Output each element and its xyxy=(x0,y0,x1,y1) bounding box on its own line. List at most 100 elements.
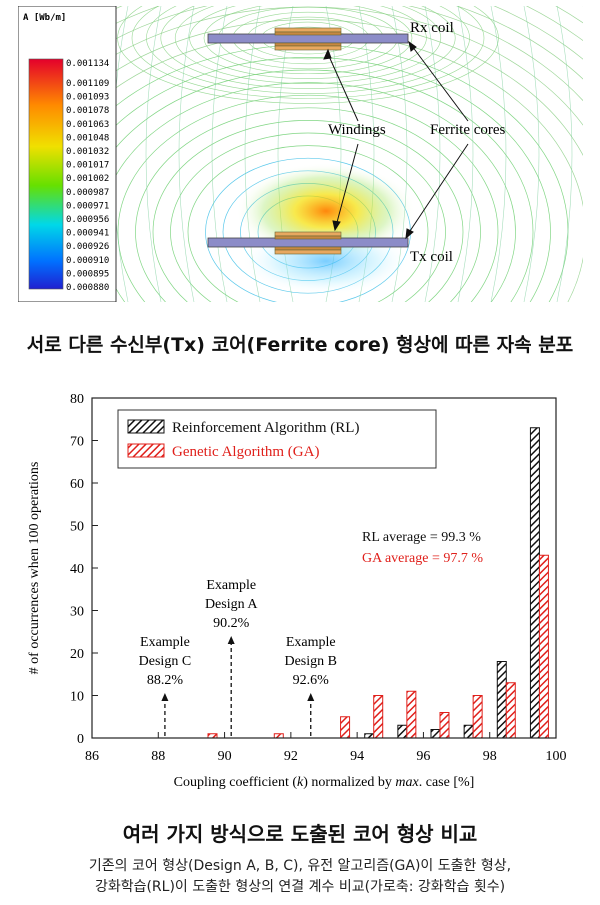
legend-value: 0.001002 xyxy=(66,174,109,184)
colorbar-legend: A [Wb/m] 0.001134 0.001109 0.001093 0.00107… xyxy=(18,6,117,302)
description-line-1: 기존의 코어 형상(Design A, B, C), 유전 알고리즘(GA)이 … xyxy=(88,858,512,874)
legend-value: 0.000987 xyxy=(66,188,109,198)
annotation-text: Example xyxy=(140,635,190,650)
bar-rl xyxy=(496,661,507,739)
bar-rl xyxy=(463,724,474,739)
y-tick-label: 20 xyxy=(70,647,84,662)
annotation-text: Design B xyxy=(284,654,337,669)
rx-ferrite-core xyxy=(207,33,409,44)
legend-label-ga: Genetic Algorithm (GA) xyxy=(172,444,319,460)
colorbar xyxy=(28,58,64,290)
tx-coil-label: Tx coil xyxy=(410,249,453,265)
annotation-text: Example xyxy=(206,578,256,593)
annotation-arrowhead xyxy=(307,693,315,701)
flux-line xyxy=(18,19,583,302)
rx-winding xyxy=(274,27,342,33)
bar-ga xyxy=(538,554,549,739)
y-tick-label: 40 xyxy=(70,562,84,577)
legend-value: 0.001134 xyxy=(66,59,109,69)
annotation-text: Example xyxy=(286,635,336,650)
figure2-description: 기존의 코어 형상(Design A, B, C), 유전 알고리즘(GA)이 … xyxy=(0,856,600,898)
annotation-text: Design A xyxy=(205,597,258,612)
x-axis-label: Coupling coefficient (k) normalized by m… xyxy=(174,775,475,790)
flux-line xyxy=(135,107,481,302)
flux-line xyxy=(187,145,429,302)
flux-line xyxy=(174,6,442,84)
tx-winding xyxy=(274,249,342,255)
legend-value: 0.000971 xyxy=(66,201,109,211)
flux-line xyxy=(131,6,485,99)
legend-value: 0.001032 xyxy=(66,147,109,157)
bar-ga xyxy=(439,712,450,739)
legend-label-rl: Reinforcement Algorithm (RL) xyxy=(172,420,359,436)
y-tick-label: 30 xyxy=(70,605,84,620)
annotation-text: 88.2% xyxy=(147,673,184,688)
x-tick-label: 86 xyxy=(85,749,99,764)
flux-line xyxy=(189,6,427,79)
rx-coil-label: Rx coil xyxy=(410,20,454,36)
y-tick-label: 0 xyxy=(77,732,84,747)
bar-ga xyxy=(472,695,483,739)
flux-line xyxy=(203,6,413,75)
tx-winding xyxy=(274,246,342,251)
flux-line xyxy=(145,6,162,302)
tx-winding xyxy=(274,235,342,240)
legend-value: 0.000956 xyxy=(66,215,109,225)
tx-ferrite-core xyxy=(207,237,409,248)
legend-value: 0.001063 xyxy=(66,120,109,130)
x-tick-label: 98 xyxy=(483,749,497,764)
flux-line xyxy=(146,6,470,94)
legend-value: 0.000941 xyxy=(66,229,109,239)
bar-ga xyxy=(273,733,284,739)
bar-ga xyxy=(373,695,384,739)
label-arrows xyxy=(323,40,469,240)
windings-label: Windings xyxy=(328,122,386,138)
figure2-caption: 여러 가지 방식으로 도출된 코어 형상 비교 xyxy=(122,822,478,846)
bar-ga xyxy=(340,716,351,739)
chart-legend: Reinforcement Algorithm (RL) Genetic Algo… xyxy=(117,409,437,469)
x-tick-label: 96 xyxy=(416,749,430,764)
ferrite-cores-label: Ferrite cores xyxy=(430,122,506,138)
annotation-arrowhead xyxy=(227,636,235,644)
rl-average: RL average = 99.3 % xyxy=(362,530,481,545)
y-axis-label: # of occurrences when 100 operations xyxy=(27,462,42,675)
legend-value: 0.001109 xyxy=(66,79,109,89)
flux-line xyxy=(152,120,464,302)
x-tick-label: 90 xyxy=(218,749,232,764)
legend-title: A [Wb/m] xyxy=(23,13,66,23)
flux-line xyxy=(178,6,195,302)
rx-winding xyxy=(274,45,342,51)
flux-line xyxy=(556,6,573,302)
y-tick-label: 70 xyxy=(70,435,84,450)
y-tick-label: 60 xyxy=(70,477,84,492)
flux-line xyxy=(211,6,228,302)
flux-line xyxy=(457,6,474,302)
x-tick-label: 100 xyxy=(546,749,567,764)
x-tick-label: 92 xyxy=(284,749,298,764)
y-tick-label: 10 xyxy=(70,690,84,705)
flux-line xyxy=(490,6,507,302)
legend-value: 0.001017 xyxy=(66,161,109,171)
flux-line xyxy=(117,94,499,302)
flux-line xyxy=(117,6,499,104)
legend-value: 0.001093 xyxy=(66,93,109,103)
bar-ga xyxy=(406,690,417,739)
figure1-caption: 서로 다른 수신부(Tx) 코어(Ferrite core) 형상에 따른 자속… xyxy=(26,334,574,356)
legend-value: 0.000910 xyxy=(66,256,109,266)
flux-line xyxy=(160,6,456,89)
bar-rl xyxy=(364,733,375,739)
legend-swatch-ga xyxy=(127,443,165,458)
bar-ga xyxy=(207,733,218,739)
ga-average: GA average = 97.7 % xyxy=(362,551,483,566)
flux-line xyxy=(424,6,441,302)
rx-winding xyxy=(274,42,342,47)
annotation-text: 90.2% xyxy=(213,616,250,631)
legend-value: 0.001078 xyxy=(66,106,109,116)
tx-winding xyxy=(274,231,342,237)
bar-rl xyxy=(397,724,408,739)
rx-winding xyxy=(274,31,342,36)
coupling-bar-chart: 0 10 20 30 40 50 60 70 80 86 88 90 92 94 96 98 100 Coupli… xyxy=(27,392,567,790)
y-tick-label: 80 xyxy=(70,392,84,407)
description-line-2: 강화학습(RL)이 도출한 형상의 연결 계수 비교(가로축: 강화학습 횟수) xyxy=(94,879,506,895)
annotation-text: 92.6% xyxy=(293,673,330,688)
